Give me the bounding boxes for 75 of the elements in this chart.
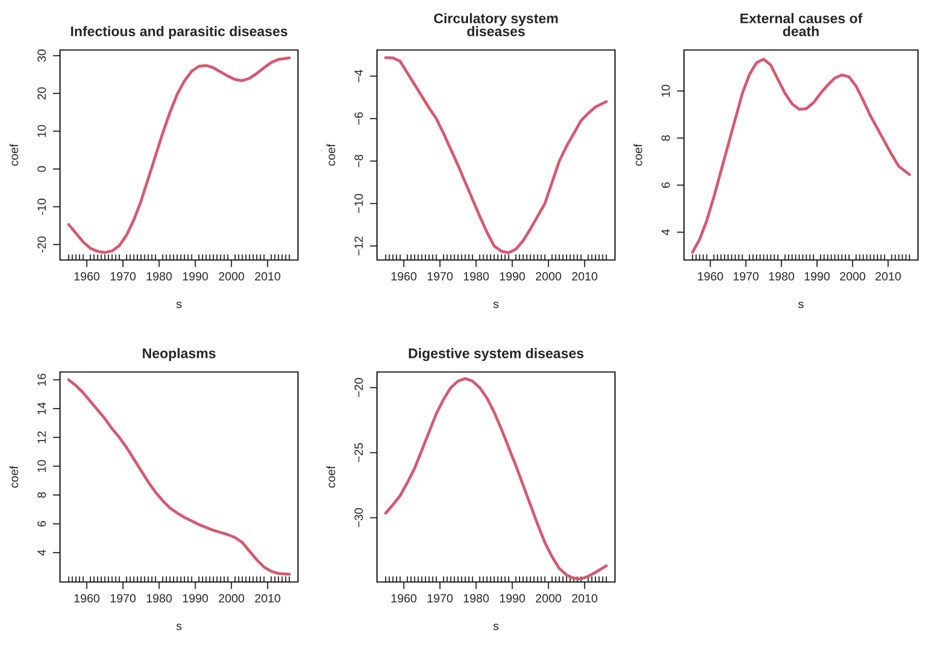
- y-axis-title: coef: [634, 144, 642, 166]
- x-tick-label: 1970: [110, 272, 136, 280]
- x-axis-title: s: [493, 302, 499, 308]
- y-tick-label: −30: [354, 508, 363, 528]
- x-tick-label: 2010: [572, 272, 598, 280]
- x-tick-label: 1960: [392, 594, 416, 602]
- x-tick-label: 1960: [74, 272, 100, 280]
- x-tick-label: 1960: [392, 272, 416, 280]
- x-tick-label: 2010: [255, 594, 280, 602]
- x-tick-label: 2010: [255, 272, 280, 280]
- x-tick-label: 1980: [464, 594, 489, 602]
- x-tick-label: 1980: [464, 272, 489, 280]
- x-tick-label: 2000: [840, 272, 866, 280]
- x-axis-title: s: [176, 302, 182, 308]
- y-tick-label: 20: [38, 87, 46, 100]
- y-tick-label: −6: [354, 112, 363, 125]
- x-tick-label: 1960: [698, 272, 723, 280]
- chart-title: Circulatory system diseases: [434, 13, 558, 36]
- x-tick-label: 1970: [110, 594, 136, 602]
- x-tick-label: 2000: [218, 594, 244, 602]
- line-series: [384, 377, 608, 580]
- y-axis-title: coef: [326, 144, 336, 166]
- y-tick-label: −4: [354, 70, 363, 82]
- x-tick-label: 2000: [536, 594, 562, 602]
- y-tick-label: 12: [38, 431, 46, 444]
- y-tick-label: −8: [354, 154, 363, 168]
- chart-title: Neoplasms: [142, 348, 216, 361]
- chart-title: External causes of death: [740, 13, 862, 36]
- x-axis-title: s: [798, 302, 804, 308]
- y-tick-label: 14: [38, 402, 46, 414]
- line-series: [67, 378, 291, 576]
- y-tick-label: -10: [38, 198, 46, 215]
- x-tick-label: 2010: [572, 594, 598, 602]
- x-tick-label: 1980: [146, 594, 172, 602]
- y-tick-label: 6: [662, 182, 670, 188]
- x-axis-title: s: [493, 624, 499, 630]
- x-tick-label: 2000: [536, 272, 562, 280]
- y-tick-label: −25: [354, 443, 363, 462]
- y-axis-title: coef: [326, 466, 336, 488]
- chart-title: Digestive system diseases: [408, 348, 584, 362]
- y-tick-label: 10: [38, 460, 46, 472]
- x-tick-label: 1970: [428, 594, 453, 602]
- line-series: [691, 58, 911, 254]
- y-axis-title: coef: [10, 144, 18, 166]
- y-tick-label: 0: [38, 166, 46, 172]
- y-tick-label: 8: [38, 492, 46, 498]
- x-tick-label: 1990: [804, 272, 830, 280]
- chart-title: Infectious and parasitic diseases: [71, 26, 288, 39]
- x-tick-label: 1970: [734, 272, 759, 280]
- x-tick-label: 1980: [769, 272, 794, 280]
- y-tick-label: 4: [38, 550, 46, 556]
- y-tick-label: 6: [38, 521, 46, 526]
- x-tick-label: 1990: [183, 272, 208, 280]
- x-tick-label: 2010: [876, 272, 901, 280]
- y-tick-label: 10: [38, 125, 46, 137]
- y-tick-label: −12: [354, 236, 363, 256]
- x-tick-label: 1970: [428, 272, 453, 280]
- x-tick-label: 2000: [218, 272, 244, 280]
- x-tick-label: 1990: [183, 594, 208, 602]
- y-tick-label: −20: [354, 378, 363, 398]
- y-tick-label: 30: [38, 50, 46, 62]
- y-tick-label: 4: [662, 229, 670, 236]
- line-series: [67, 56, 291, 254]
- y-axis-title: coef: [10, 466, 18, 488]
- x-tick-label: 1960: [74, 594, 100, 602]
- y-tick-label: −10: [354, 194, 363, 213]
- y-tick-label: 8: [662, 135, 670, 141]
- y-tick-label: 10: [662, 84, 670, 97]
- x-axis-title: s: [176, 624, 182, 630]
- x-tick-label: 1990: [500, 594, 525, 602]
- line-series: [384, 56, 608, 254]
- y-tick-label: 16: [38, 374, 46, 386]
- y-tick-label: -20: [38, 236, 46, 253]
- x-tick-label: 1990: [500, 272, 525, 280]
- x-tick-label: 1980: [146, 272, 172, 280]
